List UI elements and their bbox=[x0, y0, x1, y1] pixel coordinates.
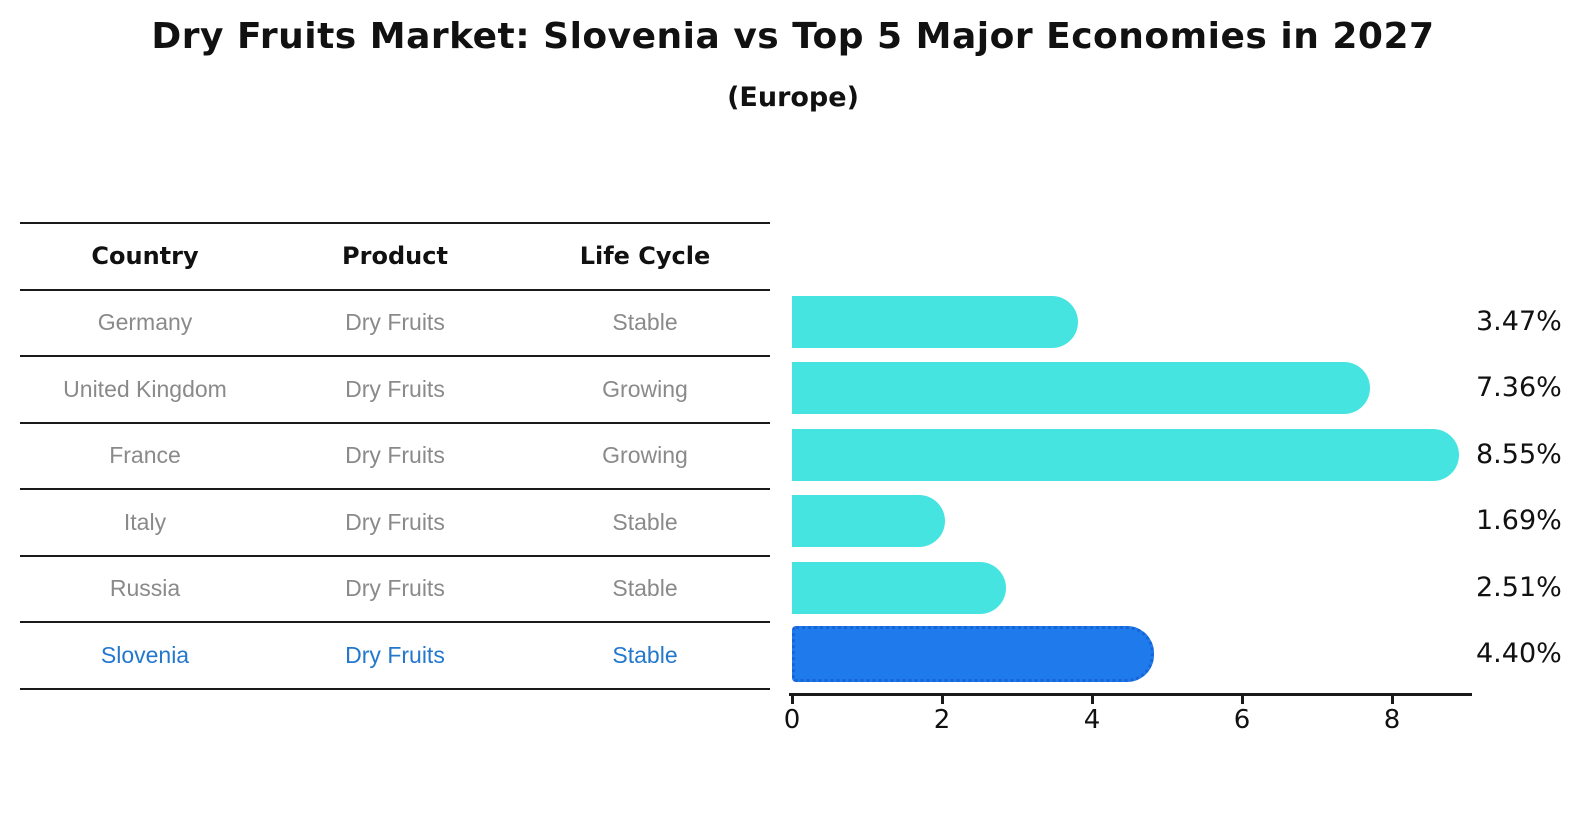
table-row-france: France Dry Fruits Growing bbox=[20, 424, 770, 490]
table-row-slovenia: Slovenia Dry Fruits Stable bbox=[20, 623, 770, 690]
cell-country: United Kingdom bbox=[63, 375, 227, 402]
value-label-russia: 2.51% bbox=[1476, 572, 1562, 603]
bar-italy bbox=[792, 495, 945, 547]
cell-product: Dry Fruits bbox=[345, 375, 445, 402]
cell-lifecycle: Growing bbox=[602, 375, 688, 402]
value-label-italy: 1.69% bbox=[1476, 505, 1562, 536]
cell-lifecycle: Stable bbox=[612, 641, 678, 668]
x-tick-label: 2 bbox=[933, 705, 951, 735]
x-tick-label: 4 bbox=[1083, 705, 1101, 735]
bar-germany bbox=[792, 296, 1078, 348]
value-label-france: 8.55% bbox=[1476, 439, 1562, 470]
cell-product: Dry Fruits bbox=[345, 575, 445, 602]
cell-product: Dry Fruits bbox=[345, 442, 445, 469]
x-tick-label: 8 bbox=[1383, 705, 1401, 735]
chart-title: Dry Fruits Market: Slovenia vs Top 5 Maj… bbox=[151, 16, 1435, 57]
x-tick-mark bbox=[1241, 695, 1244, 704]
column-header-country: Country bbox=[91, 242, 199, 271]
table-row-italy: Italy Dry Fruits Stable bbox=[20, 490, 770, 557]
cell-product: Dry Fruits bbox=[345, 508, 445, 535]
cell-product: Dry Fruits bbox=[345, 641, 445, 668]
bar-united-kingdom bbox=[792, 362, 1370, 414]
x-axis-line bbox=[789, 693, 1472, 696]
cell-lifecycle: Stable bbox=[612, 508, 678, 535]
chart-subtitle: (Europe) bbox=[727, 82, 859, 113]
bar-france bbox=[792, 429, 1459, 481]
x-tick-label: 6 bbox=[1233, 705, 1251, 735]
bar-slovenia bbox=[792, 626, 1154, 682]
table-row-germany: Germany Dry Fruits Stable bbox=[20, 291, 770, 357]
x-tick-mark bbox=[791, 695, 794, 704]
cell-lifecycle: Growing bbox=[602, 442, 688, 469]
column-header-product: Product bbox=[342, 242, 448, 271]
cell-country: France bbox=[109, 442, 181, 469]
table-header-row: Country Product Life Cycle bbox=[20, 224, 770, 291]
value-label-united-kingdom: 7.36% bbox=[1476, 372, 1562, 403]
cell-country: Russia bbox=[109, 575, 181, 602]
x-tick-label: 0 bbox=[783, 705, 801, 735]
cell-lifecycle: Stable bbox=[612, 309, 678, 336]
country-info-table: Country Product Life Cycle Germany Dry Fr… bbox=[20, 222, 770, 690]
cell-country: Italy bbox=[123, 508, 167, 535]
cell-lifecycle: Stable bbox=[612, 575, 678, 602]
column-header-lifecycle: Life Cycle bbox=[579, 242, 711, 271]
x-tick-mark bbox=[1091, 695, 1094, 704]
cell-country: Germany bbox=[97, 309, 193, 336]
value-label-slovenia: 4.40% bbox=[1476, 638, 1562, 669]
table-row-united-kingdom: United Kingdom Dry Fruits Growing bbox=[20, 357, 770, 424]
table-row-russia: Russia Dry Fruits Stable bbox=[20, 557, 770, 623]
cell-product: Dry Fruits bbox=[345, 309, 445, 336]
x-tick-mark bbox=[941, 695, 944, 704]
x-tick-mark bbox=[1391, 695, 1394, 704]
value-label-germany: 3.47% bbox=[1476, 306, 1562, 337]
bar-russia bbox=[792, 562, 1006, 614]
cell-country: Slovenia bbox=[100, 641, 190, 668]
